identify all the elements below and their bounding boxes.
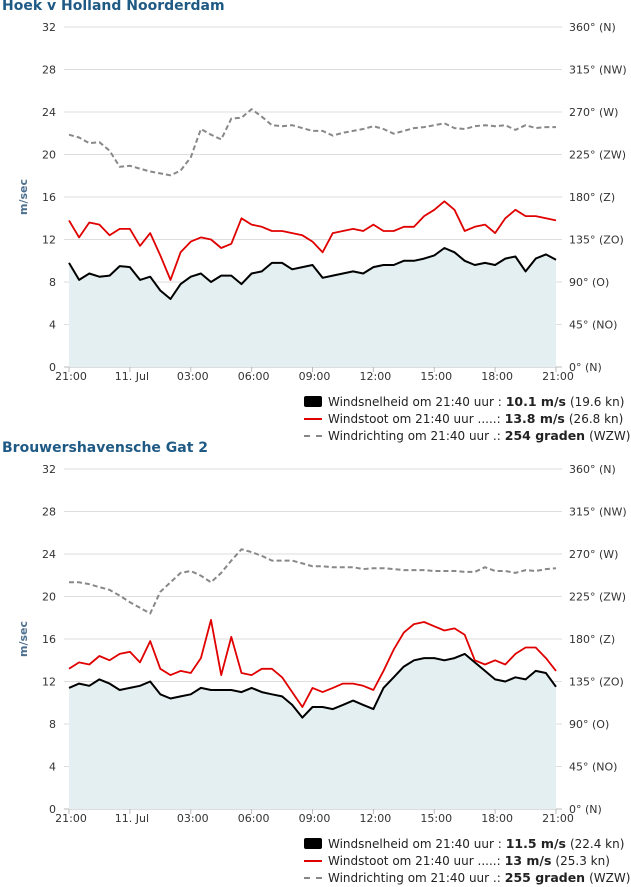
legend-direction-value: 255 graden [504, 870, 586, 885]
legend-gust-knots: (26.8 kn) [568, 412, 624, 426]
y2-tick-label: 270° (W) [569, 548, 618, 561]
legend-direction-label: Windrichting om 21:40 uur .: [328, 871, 501, 885]
y2-tick-label: 90° (O) [569, 718, 609, 731]
y-tick-label: 4 [49, 319, 56, 332]
legend-gust-value: 13 m/s [504, 853, 552, 868]
legend-direction-compass: (WZW) [589, 429, 631, 443]
y-tick-label: 0 [49, 361, 56, 374]
series-line-windsnelheid [68, 652, 557, 719]
y-tick-label: 16 [42, 191, 56, 204]
y2-tick-label: 135° (ZO) [569, 676, 624, 689]
x-tick-label: 21:00 [542, 370, 574, 383]
y-tick-label: 24 [42, 548, 56, 561]
legend-direction-label: Windrichting om 21:40 uur .: [328, 429, 501, 443]
series-line-windrichting [69, 548, 557, 615]
x-tick-label: 21:00 [542, 812, 574, 825]
x-tick-label: 03:00 [177, 370, 209, 383]
series-line-windstoot [68, 619, 557, 708]
legend-speed-value: 11.5 m/s [505, 836, 566, 851]
y-axis-label: m/sec [17, 621, 30, 657]
x-tick-label: 12:00 [360, 370, 392, 383]
legend-speed-symbol [304, 396, 322, 407]
legend-speed-label: Windsnelheid om 21:40 uur : [328, 837, 502, 851]
y2-tick-label: 90° (O) [569, 276, 609, 289]
y-tick-label: 8 [49, 718, 56, 731]
legend-gust-symbol [304, 418, 322, 420]
series-line-windrichting [68, 108, 556, 177]
x-tick-label: 11. Jul [115, 812, 149, 825]
chart-hoek-van-holland[interactable]: 0 0° (N) 4 45° (NO) 8 90° (O) 12 135° (ZO) 16 180… [0, 0, 631, 395]
chart-brouwershavensche-gat[interactable]: 0 0° (N) 4 45° (NO) 8 90° (O) 12 135° (ZO) 16 180… [0, 442, 631, 837]
legend-gust-label: Windstoot om 21:40 uur .....: [328, 412, 501, 426]
y2-tick-label: 180° (Z) [569, 633, 615, 646]
y2-tick-label: 315° (NW) [569, 64, 627, 77]
y2-tick-label: 180° (Z) [569, 191, 615, 204]
y-tick-label: 32 [42, 21, 56, 34]
y-tick-label: 28 [42, 64, 56, 77]
y2-tick-label: 360° (N) [569, 21, 616, 34]
y-tick-label: 20 [42, 149, 56, 162]
legend-speed-label: Windsnelheid om 21:40 uur : [328, 395, 502, 409]
next-station-title-cutoff [2, 880, 112, 887]
station-title[interactable]: Hoek v Holland Noorderdam [2, 0, 225, 14]
x-tick-label: 09:00 [299, 370, 331, 383]
y2-tick-label: 270° (W) [569, 106, 618, 119]
y-tick-label: 28 [42, 506, 56, 519]
y-tick-label: 0 [49, 803, 56, 816]
y2-tick-label: 0° (N) [569, 361, 602, 374]
series-line-windsnelheid [68, 247, 557, 300]
legend-speed-value: 10.1 m/s [505, 394, 566, 409]
x-tick-label: 15:00 [420, 370, 452, 383]
y-tick-label: 12 [42, 234, 56, 247]
y-tick-label: 20 [42, 591, 56, 604]
legend-gust-symbol [304, 860, 322, 862]
y-axis-label: m/sec [17, 179, 30, 215]
legend-gust-value: 13.8 m/s [504, 411, 565, 426]
x-tick-label: 06:00 [238, 812, 270, 825]
y2-tick-label: 45° (NO) [569, 319, 617, 332]
legend-direction-symbol [304, 877, 322, 879]
station-title[interactable]: Brouwershavensche Gat 2 [2, 440, 209, 456]
x-tick-label: 18:00 [481, 370, 513, 383]
y-tick-label: 12 [42, 676, 56, 689]
y2-tick-label: 360° (N) [569, 463, 616, 476]
y2-tick-label: 315° (NW) [569, 506, 627, 519]
x-tick-label: 11. Jul [115, 370, 149, 383]
y-tick-label: 8 [49, 276, 56, 289]
x-tick-label: 21:00 [55, 370, 87, 383]
y2-tick-label: 45° (NO) [569, 761, 617, 774]
speed-area [69, 653, 556, 809]
legend-speed-knots: (19.6 kn) [569, 395, 625, 409]
y2-tick-label: 0° (N) [569, 803, 602, 816]
legend-direction-value: 254 graden [504, 428, 586, 443]
x-tick-label: 12:00 [360, 812, 392, 825]
y2-tick-label: 225° (ZW) [569, 591, 626, 604]
x-tick-label: 06:00 [238, 370, 270, 383]
legend-gust-knots: (25.3 kn) [555, 854, 610, 868]
x-tick-label: 15:00 [420, 812, 452, 825]
legend-direction-symbol [304, 435, 322, 437]
series-line-windstoot [68, 200, 557, 281]
y-tick-label: 16 [42, 633, 56, 646]
x-tick-label: 09:00 [299, 812, 331, 825]
y-tick-label: 24 [42, 106, 56, 119]
x-tick-label: 03:00 [177, 812, 209, 825]
y2-tick-label: 135° (ZO) [569, 234, 624, 247]
legend-direction-compass: (WZW) [589, 871, 631, 885]
legend-gust-label: Windstoot om 21:40 uur .....: [328, 854, 501, 868]
y-tick-label: 4 [49, 761, 56, 774]
x-tick-label: 18:00 [481, 812, 513, 825]
x-tick-label: 21:00 [55, 812, 87, 825]
station-panel-brouwershavensche-gat: 0 0° (N) 4 45° (NO) 8 90° (O) 12 135° (ZO) 16 180… [0, 440, 631, 887]
y-tick-label: 32 [42, 463, 56, 476]
station-panel-hoek-van-holland: 0 0° (N) 4 45° (NO) 8 90° (O) 12 135° (ZO) 16 180… [0, 0, 631, 443]
legend-speed-knots: (22.4 kn) [569, 837, 625, 851]
legend-speed-symbol [304, 838, 322, 849]
y2-tick-label: 225° (ZW) [569, 149, 626, 162]
